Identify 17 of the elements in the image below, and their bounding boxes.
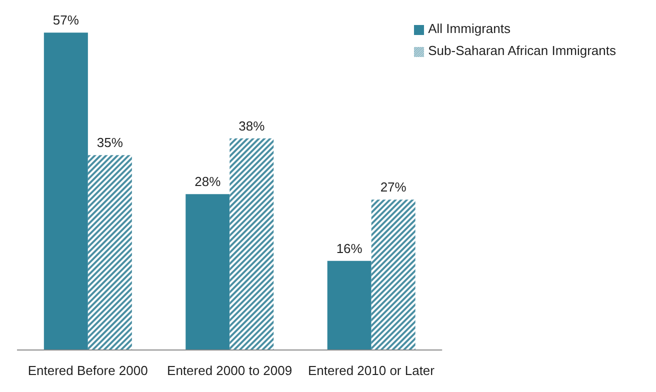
legend-label: Sub-Saharan African Immigrants (428, 43, 616, 58)
data-label: 28% (194, 174, 222, 190)
x-tick-label: Entered 2000 to 2009 (167, 363, 292, 378)
data-label: 35% (96, 135, 124, 150)
data-label: 16% (336, 240, 363, 256)
x-tick-label: Entered 2010 or Later (308, 363, 436, 378)
data-label: 38% (238, 118, 266, 134)
bar (230, 138, 274, 350)
data-label: 27% (380, 180, 407, 195)
bar (371, 200, 416, 350)
x-tick-label: Entered Before 2000 (28, 363, 148, 378)
bar (327, 260, 372, 350)
bar (44, 32, 88, 350)
legend-label: All Immigrants (428, 21, 510, 36)
bar (88, 155, 132, 350)
bar (186, 194, 230, 350)
data-label: 57% (52, 12, 80, 28)
